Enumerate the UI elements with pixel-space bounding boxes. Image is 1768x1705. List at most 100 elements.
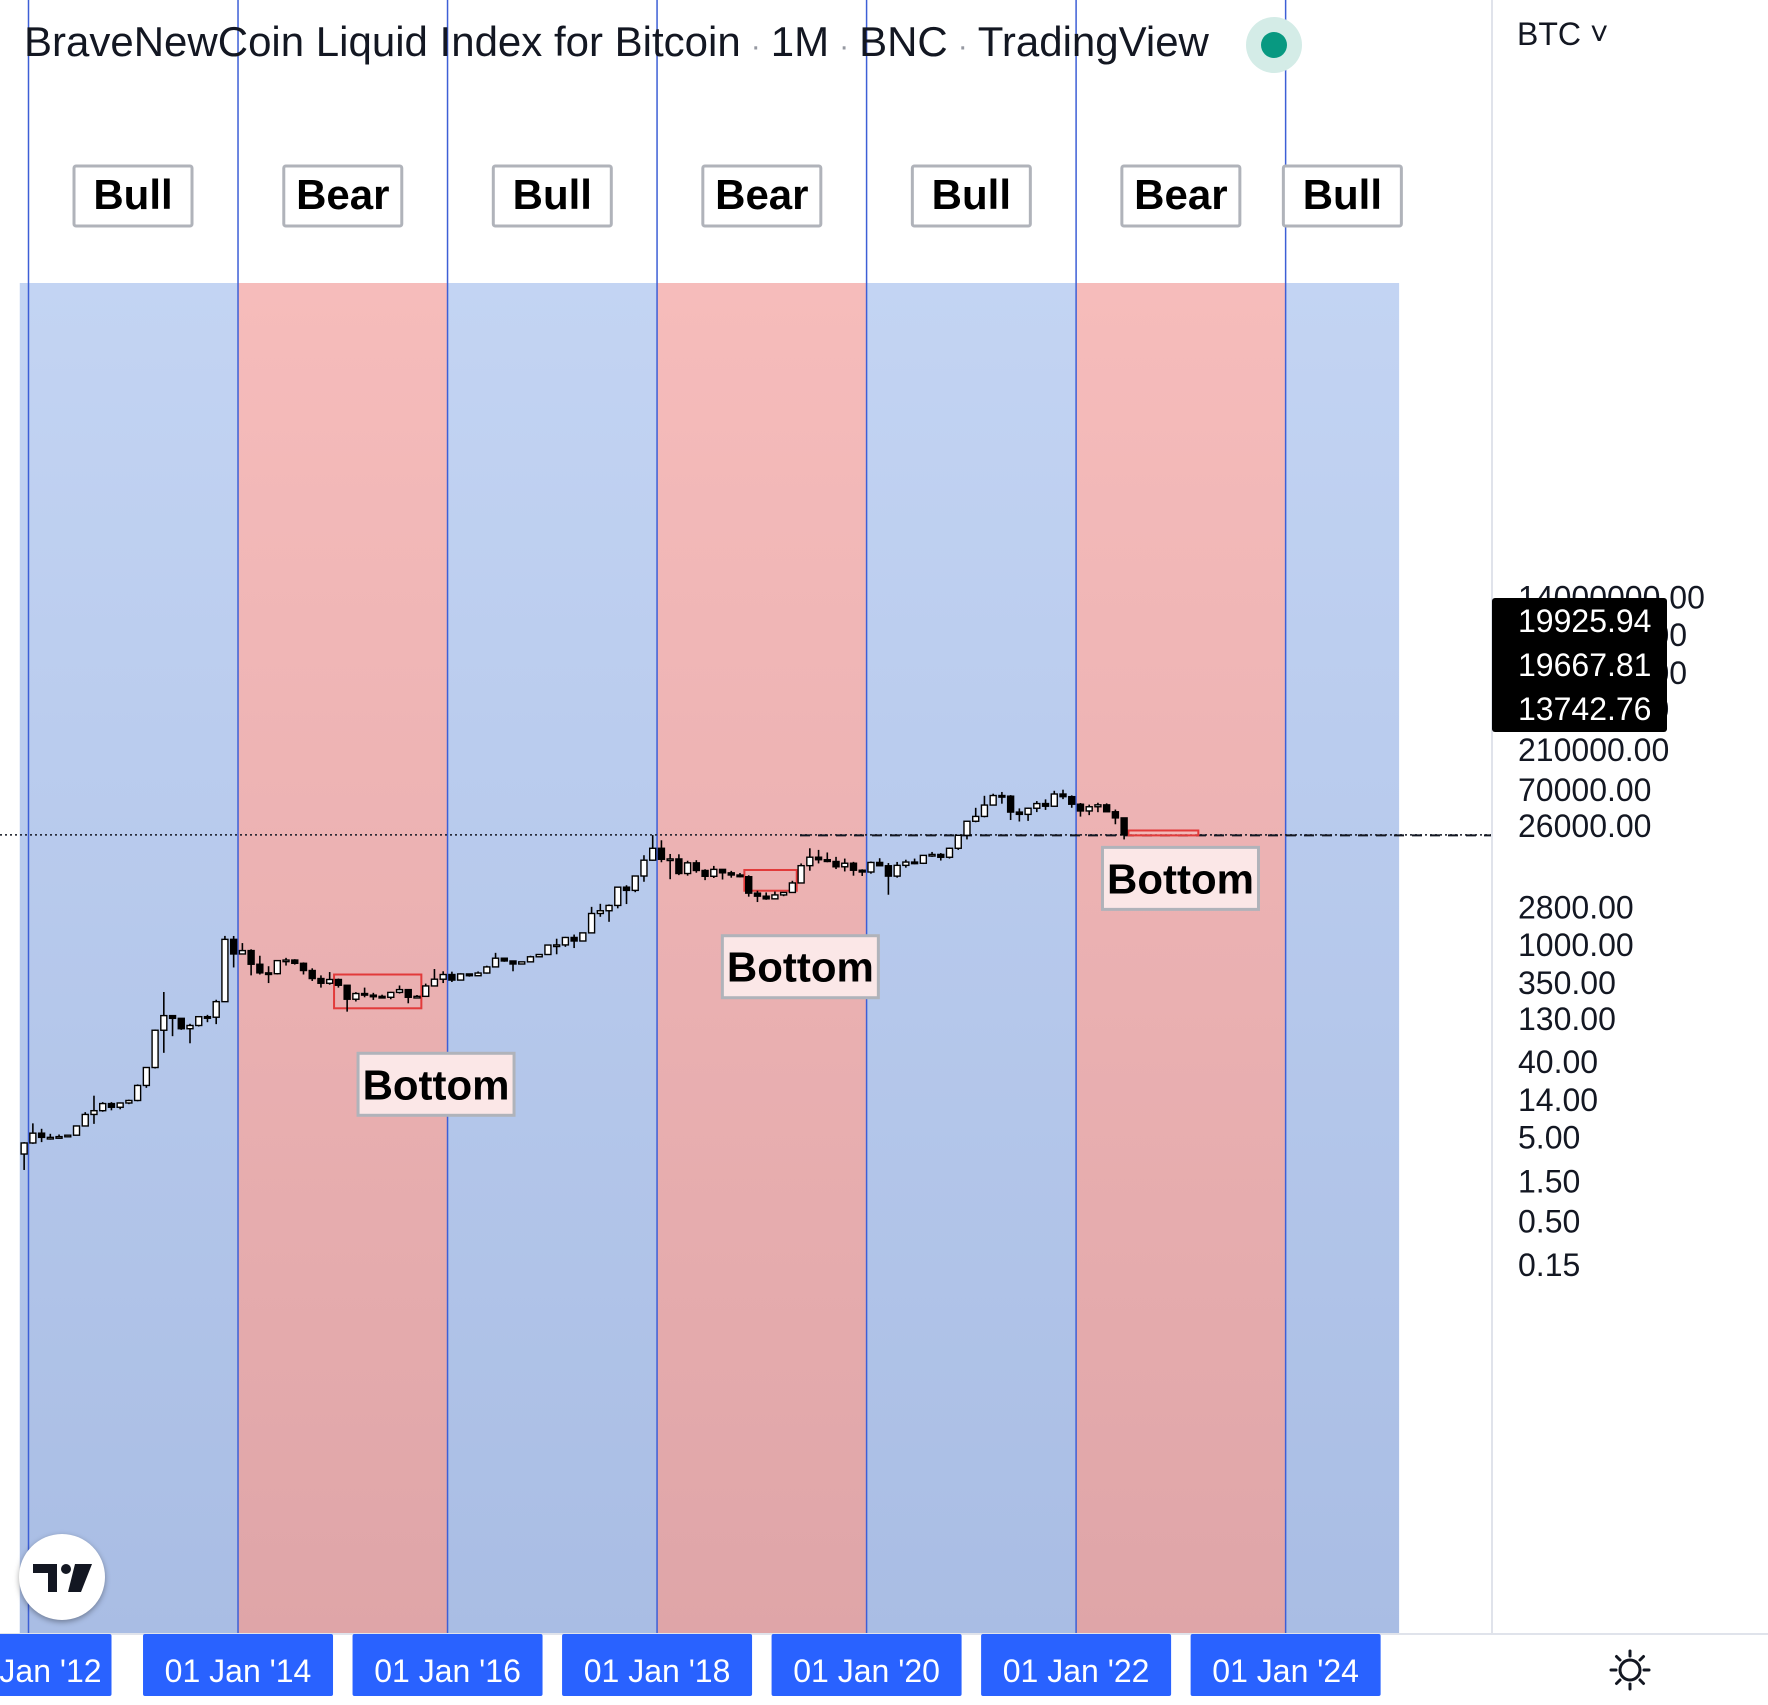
candle[interactable] [72,1125,81,1136]
candle[interactable] [841,858,849,872]
candle[interactable] [465,973,474,977]
candle[interactable] [596,903,605,917]
candle[interactable] [797,863,805,884]
price-axis-panel[interactable] [1492,0,1768,1634]
price-tag-stack[interactable]: 19925.94 19667.81 13742.76 [1492,598,1667,732]
candle[interactable] [666,853,674,880]
candle[interactable] [963,820,971,840]
candle[interactable] [456,973,465,981]
candle[interactable] [177,1017,185,1030]
candle[interactable] [256,955,264,975]
candle[interactable] [710,865,718,878]
candle[interactable] [46,1133,55,1140]
candle[interactable] [308,968,316,981]
candle[interactable] [55,1134,63,1139]
bottom-zone-box[interactable] [333,973,423,1010]
candle[interactable] [675,854,683,876]
candle[interactable] [518,961,526,965]
candle[interactable] [195,1015,203,1027]
candle[interactable] [1076,802,1085,817]
candle[interactable] [972,807,980,823]
market-status-icon[interactable] [1246,17,1302,73]
candle[interactable] [919,854,928,865]
candle[interactable] [535,953,543,958]
candle[interactable] [902,859,910,868]
candle[interactable] [657,840,666,863]
candle[interactable] [282,957,290,966]
candle[interactable] [640,855,648,882]
candle[interactable] [561,936,570,947]
candle[interactable] [37,1128,46,1143]
candle[interactable] [360,987,369,998]
candle[interactable] [483,965,491,974]
candle[interactable] [509,960,517,972]
candle[interactable] [186,1023,194,1044]
candle[interactable] [334,978,343,988]
candle[interactable] [762,892,770,900]
candle[interactable] [736,872,744,878]
candle[interactable] [20,1142,28,1170]
candle[interactable] [1050,790,1058,807]
candle[interactable] [980,795,989,818]
candle[interactable] [823,852,831,863]
candle[interactable] [779,891,788,897]
candle[interactable] [718,868,727,880]
candle[interactable] [526,955,535,963]
candle[interactable] [814,849,823,864]
tradingview-logo-icon[interactable] [19,1534,105,1620]
candle[interactable] [168,1014,177,1037]
candle[interactable] [570,934,578,949]
candle[interactable] [1085,804,1093,816]
candle[interactable] [614,886,622,909]
interval-label[interactable]: 1M [770,18,830,65]
candle[interactable] [928,851,936,857]
candle[interactable] [422,983,430,998]
candle[interactable] [203,1014,212,1023]
candle[interactable] [954,834,962,850]
candle[interactable] [1068,795,1076,808]
candle[interactable] [605,904,613,922]
candle[interactable] [81,1112,89,1127]
candle[interactable] [622,885,631,905]
candle[interactable] [90,1095,98,1124]
candle[interactable] [133,1084,142,1102]
candle[interactable] [945,847,954,859]
candle[interactable] [116,1102,124,1110]
candle[interactable] [160,991,168,1053]
candle[interactable] [832,856,840,870]
candle[interactable] [247,949,255,976]
candle[interactable] [125,1099,133,1105]
candle[interactable] [387,991,395,1000]
candle[interactable] [1006,795,1015,821]
candle[interactable] [1024,807,1032,821]
candle[interactable] [1120,817,1128,840]
candle[interactable] [1102,803,1111,813]
candle[interactable] [998,791,1006,804]
candle[interactable] [439,971,447,984]
candle[interactable] [910,858,919,865]
candle[interactable] [317,975,325,988]
candle[interactable] [151,1029,159,1069]
candle[interactable] [1094,802,1102,813]
candle[interactable] [404,988,412,1004]
settings-gear-icon[interactable] [1608,1648,1652,1692]
candle[interactable] [579,932,587,942]
candle[interactable] [727,870,735,878]
candle[interactable] [343,984,351,1012]
candle[interactable] [448,971,456,983]
candle[interactable] [884,863,893,895]
candle[interactable] [1111,809,1120,825]
candle[interactable] [771,891,779,900]
quote-currency-menu[interactable]: BTC ˅ [1517,16,1609,52]
candle[interactable] [291,959,299,965]
bottom-zone-box[interactable] [743,868,798,892]
candle[interactable] [701,869,709,881]
candle[interactable] [29,1123,37,1144]
candle[interactable] [648,835,657,861]
candle[interactable] [937,853,945,861]
candle[interactable] [273,959,282,975]
candle[interactable] [989,793,997,806]
candle[interactable] [369,992,378,1000]
candle[interactable] [544,944,552,956]
candle[interactable] [491,952,500,968]
